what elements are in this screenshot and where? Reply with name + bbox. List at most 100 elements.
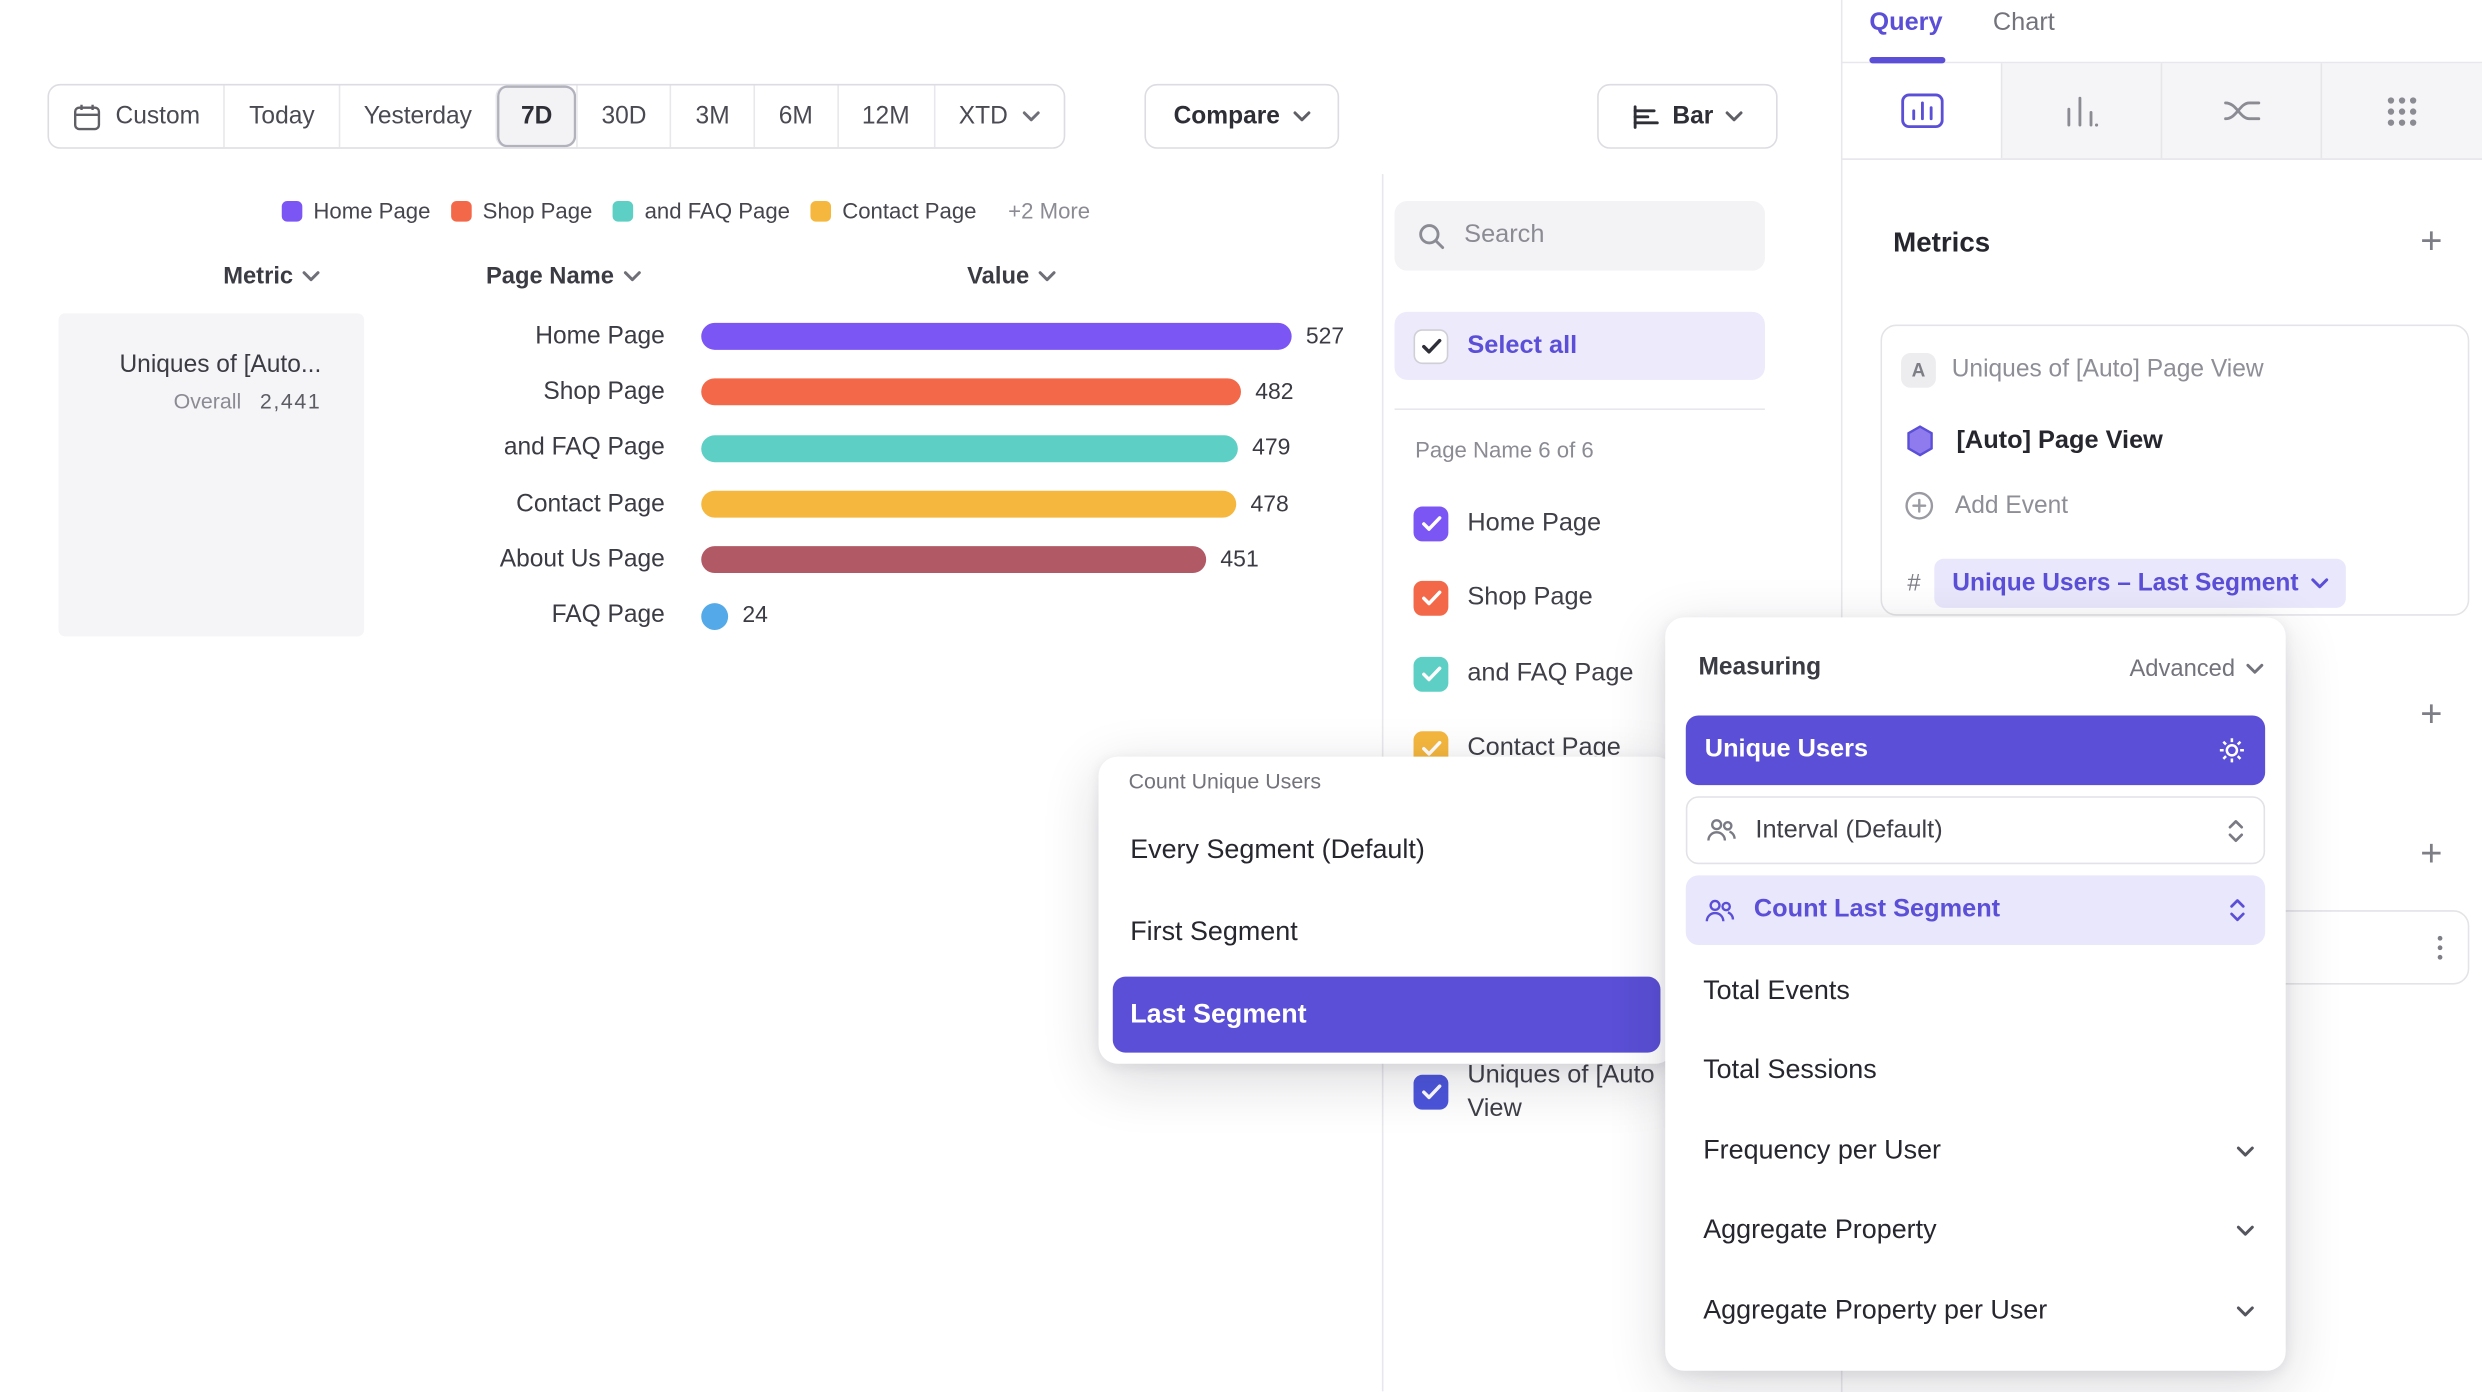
header-label: Page Name xyxy=(485,262,614,290)
count-unique-users-popover: Count Unique Users Every Segment (Defaul… xyxy=(1098,756,1675,1064)
tab-chart[interactable]: Chart xyxy=(1992,9,2055,37)
filter-group-label: Page Name 6 of 6 xyxy=(1415,436,1594,463)
date-range-custom[interactable]: Custom xyxy=(49,85,224,147)
report-type-retention[interactable] xyxy=(2322,63,2482,158)
stepper-icon xyxy=(2230,899,2245,922)
checkbox[interactable] xyxy=(1413,1074,1449,1110)
bar-and-faq-page[interactable] xyxy=(701,434,1238,462)
dots-grid-icon xyxy=(2387,96,2417,126)
date-range-label: 12M xyxy=(861,102,910,130)
date-range-6m[interactable]: 6M xyxy=(753,85,836,148)
metric-cell[interactable]: Uniques of [Auto... Overall 2,441 xyxy=(58,313,365,637)
measuring-title: Measuring xyxy=(1698,653,1822,681)
legend-item[interactable]: and FAQ Page xyxy=(612,197,790,224)
option-every-segment[interactable]: Every Segment (Default) xyxy=(1130,834,1425,865)
date-range-30d[interactable]: 30D xyxy=(576,85,670,148)
chart-type-button[interactable]: Bar xyxy=(1597,83,1778,149)
metrics-title: Metrics xyxy=(1893,226,1991,259)
search-input[interactable] xyxy=(1461,220,1705,252)
select-all-row[interactable]: Select all xyxy=(1394,311,1765,380)
report-type-insights-selected[interactable] xyxy=(1842,63,2003,159)
option-count-last-segment[interactable]: Count Last Segment xyxy=(1685,875,2266,945)
filter-item-and-faq-page[interactable]: and FAQ Page xyxy=(1395,639,1765,707)
column-header-value[interactable]: Value xyxy=(967,263,1056,290)
legend-item[interactable]: Contact Page xyxy=(810,198,977,223)
tab-query[interactable]: Query xyxy=(1869,9,1943,37)
date-range-7d-selected[interactable]: 7D xyxy=(495,85,577,148)
date-range-12m[interactable]: 12M xyxy=(836,85,934,148)
bar-value: 451 xyxy=(1220,547,1259,573)
search-icon xyxy=(1419,224,1445,249)
compare-button[interactable]: Compare xyxy=(1144,83,1340,149)
bar-chart: Home Page 527 Shop Page 482 and FAQ Page… xyxy=(364,309,1344,644)
option-total-events[interactable]: Total Events xyxy=(1703,959,2254,1022)
bar-shop-page[interactable] xyxy=(701,379,1241,406)
event-row[interactable]: [Auto] Page View xyxy=(1904,424,2163,457)
add-filter-button[interactable]: + xyxy=(2420,693,2443,737)
bar-faq-page[interactable] xyxy=(701,602,729,630)
checkbox[interactable] xyxy=(1413,656,1449,691)
option-last-segment-selected[interactable]: Last Segment xyxy=(1112,976,1661,1053)
metric-summary: Uniques of [Auto] Page View xyxy=(1951,356,2264,384)
select-all-checkbox[interactable] xyxy=(1413,328,1449,364)
number-type-icon: # xyxy=(1907,569,1921,597)
filter-divider xyxy=(1394,408,1765,410)
check-icon xyxy=(1421,338,1441,353)
option-first-segment[interactable]: First Segment xyxy=(1130,916,1298,947)
gear-icon[interactable] xyxy=(2218,736,2246,764)
option-label: Interval (Default) xyxy=(1755,815,1943,843)
bar-chart-icon xyxy=(1633,104,1659,129)
date-range-3m[interactable]: 3M xyxy=(670,85,753,148)
option-total-sessions[interactable]: Total Sessions xyxy=(1703,1038,2254,1101)
report-type-flows[interactable] xyxy=(2162,63,2323,159)
bar-row: Home Page 527 xyxy=(364,309,1344,365)
metric-name: Uniques of [Auto... xyxy=(119,351,322,379)
option-aggregate-property[interactable]: Aggregate Property xyxy=(1703,1198,2254,1261)
legend-item[interactable]: Home Page xyxy=(281,198,430,223)
overall-label: Overall xyxy=(173,389,242,414)
filter-item-shop-page[interactable]: Shop Page xyxy=(1395,564,1765,632)
more-options-icon[interactable] xyxy=(2436,935,2443,960)
advanced-dropdown[interactable]: Advanced xyxy=(2129,655,2264,682)
add-metric-button[interactable]: + xyxy=(2420,220,2443,263)
column-bars-icon xyxy=(2067,96,2099,127)
bar-category-label: Home Page xyxy=(535,322,665,350)
date-range-yesterday[interactable]: Yesterday xyxy=(338,85,495,148)
add-breakdown-button[interactable]: + xyxy=(2420,832,2443,876)
option-interval-default[interactable]: Interval (Default) xyxy=(1685,796,2266,865)
insights-chart-icon xyxy=(1900,92,1943,128)
legend-label: and FAQ Page xyxy=(644,197,790,224)
date-range-today[interactable]: Today xyxy=(223,85,339,148)
filter-item-home-page[interactable]: Home Page xyxy=(1395,489,1765,557)
legend-item[interactable]: Shop Page xyxy=(451,198,592,223)
label-line-2: View xyxy=(1467,1095,1522,1123)
legend-more[interactable]: +2 More xyxy=(1008,197,1091,224)
legend-swatch xyxy=(810,200,832,221)
add-event-row[interactable]: Add Event xyxy=(1904,491,2068,521)
checkbox[interactable] xyxy=(1413,580,1449,615)
filter-search[interactable] xyxy=(1394,201,1765,271)
option-frequency-per-user[interactable]: Frequency per User xyxy=(1703,1119,2254,1182)
option-label: Aggregate Property xyxy=(1703,1214,1937,1245)
plus-circle-icon xyxy=(1905,491,1934,520)
users-icon xyxy=(1705,899,1735,921)
option-aggregate-property-per-user[interactable]: Aggregate Property per User xyxy=(1703,1279,2254,1342)
popover-title: Count Unique Users xyxy=(1128,769,1322,794)
active-tab-underline xyxy=(1869,56,1946,63)
column-header-metric[interactable]: Metric xyxy=(223,263,320,290)
option-label: Count Last Segment xyxy=(1753,895,2001,923)
tabs-divider xyxy=(1842,61,2482,64)
filter-item-uniques-metric[interactable]: Uniques of [Auto View xyxy=(1395,1056,1765,1129)
option-label: Unique Users xyxy=(1704,736,1869,763)
option-unique-users-selected[interactable]: Unique Users xyxy=(1685,715,2266,786)
bar-about-us-page[interactable] xyxy=(701,546,1207,574)
bar-contact-page[interactable] xyxy=(701,490,1237,518)
measurement-chip[interactable]: Unique Users – Last Segment xyxy=(1934,558,2347,608)
metric-card-header[interactable]: A Uniques of [Auto] Page View xyxy=(1901,352,2264,388)
bar-home-page[interactable] xyxy=(701,323,1292,351)
checkbox[interactable] xyxy=(1413,505,1449,541)
report-type-funnels[interactable] xyxy=(2002,63,2163,159)
column-header-page-name[interactable]: Page Name xyxy=(486,263,641,290)
date-range-xtd[interactable]: XTD xyxy=(933,85,1063,148)
